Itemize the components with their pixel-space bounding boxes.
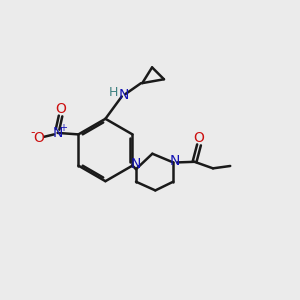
Text: O: O [55,102,66,116]
Text: H: H [109,86,118,99]
Text: -: - [30,126,34,140]
Text: N: N [130,157,141,171]
Text: N: N [169,154,180,168]
Text: O: O [34,131,45,145]
Text: +: + [59,123,67,133]
Text: O: O [194,131,205,145]
Text: N: N [52,126,63,140]
Text: N: N [119,88,129,102]
